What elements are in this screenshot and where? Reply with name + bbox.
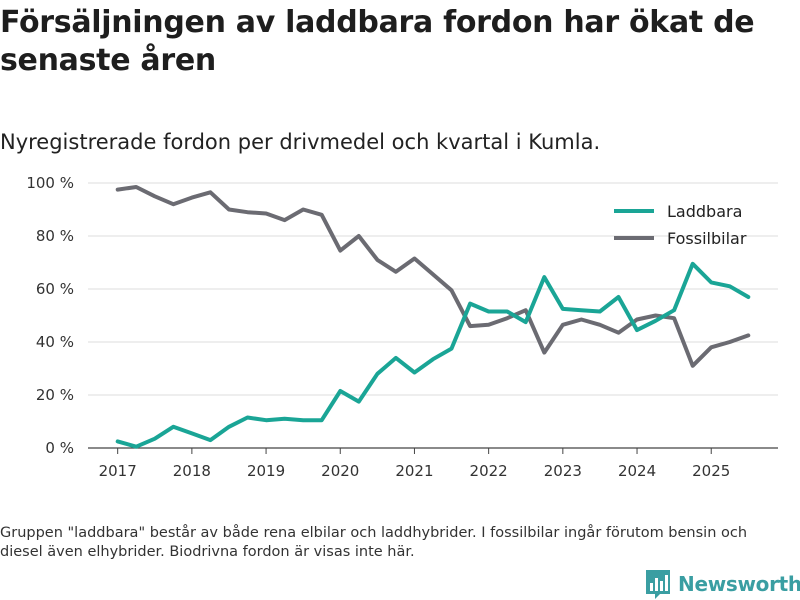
x-tick-label: 2020 <box>321 462 359 480</box>
x-tick-label: 2024 <box>618 462 656 480</box>
x-tick-label: 2023 <box>544 462 582 480</box>
x-tick-label: 2022 <box>470 462 508 480</box>
series-line-fossilbilar <box>115 185 751 368</box>
y-tick-label: 0 % <box>45 439 74 457</box>
line-chart: 0 % 20 % 40 % 60 % 80 % 100 % 2017 2018 2019 202… <box>26 174 778 480</box>
x-axis: 2017 2018 2019 2020 2021 2022 2023 2024 2025 <box>99 448 730 480</box>
y-tick-label: 80 % <box>36 227 74 245</box>
y-tick-label: 60 % <box>36 280 74 298</box>
y-tick-label: 20 % <box>36 386 74 404</box>
x-tick-label: 2021 <box>395 462 433 480</box>
bar-chart-icon <box>646 570 670 599</box>
x-tick-label: 2025 <box>692 462 730 480</box>
brand-logo[interactable]: Newsworthy <box>644 568 800 600</box>
chart-footnote: Gruppen "laddbara" består av både rena e… <box>0 525 748 560</box>
series-lines <box>115 185 751 449</box>
y-gridlines <box>88 182 778 449</box>
series-line-laddbara <box>115 261 751 449</box>
chart-title: Försäljningen av laddbara fordon har öka… <box>0 5 755 78</box>
legend: Laddbara Fossilbilar <box>614 202 747 248</box>
brand-name: Newsworthy <box>678 572 800 596</box>
legend-label: Fossilbilar <box>667 229 747 248</box>
x-tick-label: 2017 <box>99 462 137 480</box>
chart-subtitle: Nyregistrerade fordon per drivmedel och … <box>0 130 601 154</box>
x-tick-label: 2018 <box>173 462 211 480</box>
y-axis: 0 % 20 % 40 % 60 % 80 % 100 % <box>26 174 74 457</box>
y-tick-label: 40 % <box>36 333 74 351</box>
x-tick-label: 2019 <box>247 462 285 480</box>
y-tick-label: 100 % <box>26 174 74 192</box>
legend-label: Laddbara <box>667 202 742 221</box>
